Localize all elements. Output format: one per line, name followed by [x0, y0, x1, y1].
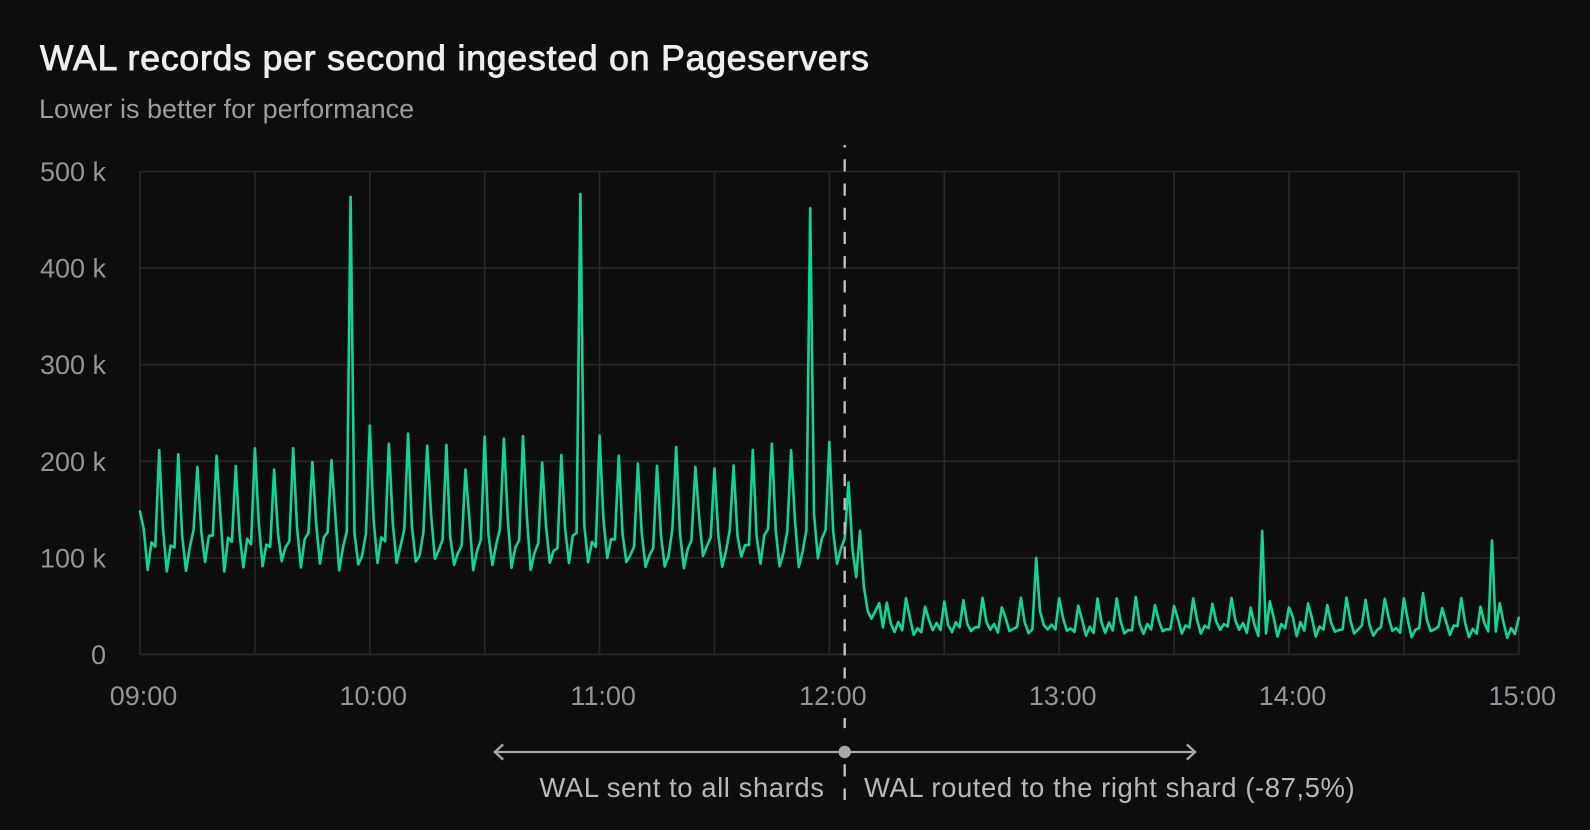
svg-text:300 k: 300 k: [40, 350, 107, 380]
svg-text:WAL routed to the right shard: WAL routed to the right shard (-87,5%): [864, 772, 1355, 803]
svg-text:WAL sent to all shards: WAL sent to all shards: [539, 772, 824, 803]
svg-text:100 k: 100 k: [40, 543, 107, 573]
svg-text:400 k: 400 k: [40, 254, 107, 284]
svg-text:500 k: 500 k: [40, 157, 107, 187]
svg-text:13:00: 13:00: [1029, 681, 1097, 711]
svg-text:200 k: 200 k: [40, 447, 107, 477]
svg-text:14:00: 14:00: [1259, 681, 1327, 711]
svg-text:12:00: 12:00: [799, 681, 867, 711]
svg-text:11:00: 11:00: [570, 681, 636, 711]
svg-text:09:00: 09:00: [110, 681, 178, 711]
svg-text:0: 0: [91, 640, 106, 670]
svg-text:10:00: 10:00: [340, 681, 408, 711]
svg-text:15:00: 15:00: [1489, 681, 1557, 711]
